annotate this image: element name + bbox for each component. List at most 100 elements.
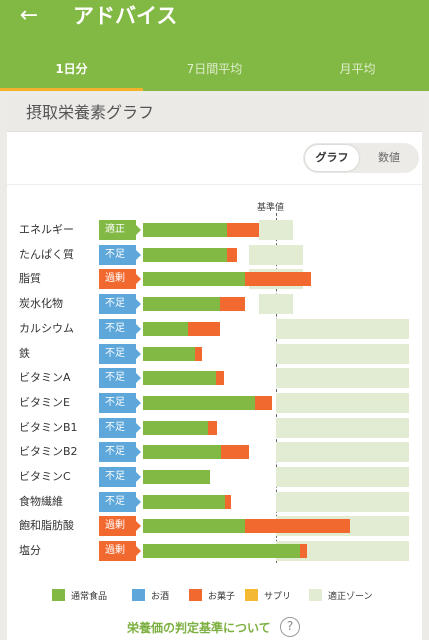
question-circle-icon[interactable]: ? [280,617,300,637]
optimal-zone [258,294,294,314]
bar-snacks [194,347,202,361]
optimal-zone [258,220,294,240]
legend-item: お酒 [132,588,169,602]
legend-label: 通常食品 [71,591,108,602]
optimal-zone [249,245,303,265]
app-header: ← アドバイス 1日分 7日間平均 月平均 [0,0,429,91]
optimal-zone [276,319,409,339]
legend-item: サプリ [245,588,291,602]
optimal-zone [276,344,409,364]
bar-snacks [188,322,221,336]
nutrient-graph-card: 摂取栄養素グラフ グラフ 数値 基準値 エネルギー 適正 たんぱく質 不足 脂質 過剰 炭水… [7,96,422,640]
graph-view-button[interactable]: グラフ [305,145,359,171]
reference-line [276,213,277,563]
page-title: アドバイス [73,4,178,28]
bar-snacks [208,421,218,435]
nutrient-label: 炭水化物 [19,297,63,310]
bar-snacks [245,272,311,286]
optimal-zone [276,418,409,438]
bar-regular-food [143,470,210,484]
status-badge: 不足 [99,492,141,512]
nutrient-label: ビタミンC [19,470,71,483]
bar-regular-food [143,445,222,459]
nutrient-label: ビタミンE [19,396,70,409]
status-badge: 適正 [99,220,141,240]
bar-regular-food [143,347,195,361]
bar-regular-food [143,248,227,262]
nutrient-label: 食物繊維 [19,495,63,508]
nutrient-label: たんぱく質 [19,248,74,261]
bar-regular-food [143,297,221,311]
active-tab-indicator [0,88,143,91]
legend-label: お菓子 [208,591,236,602]
optimal-zone [276,467,409,487]
nutrient-label: カルシウム [19,322,74,335]
nutrient-label: エネルギー [19,223,74,236]
status-badge: 不足 [99,294,141,314]
optimal-zone [276,492,409,512]
status-badge: 不足 [99,393,141,413]
bar-regular-food [143,322,189,336]
bar-regular-food [143,396,255,410]
bar-snacks [220,297,246,311]
reference-label: 基準値 [257,203,285,213]
bar-regular-food [143,223,227,237]
bar-regular-food [143,421,209,435]
nutrient-label: ビタミンA [19,371,71,384]
status-badge: 過剰 [99,541,141,561]
tab-monthly-average[interactable]: 月平均 [339,62,376,76]
legend-label: 適正ゾーン [328,591,373,602]
bar-snacks [216,371,225,385]
status-badge: 過剰 [99,516,141,536]
bar-regular-food [143,371,217,385]
nutrient-label: 塩分 [19,544,41,557]
status-badge: 過剰 [99,269,141,289]
bar-snacks [245,519,351,533]
nutrient-label: 鉄 [19,347,30,360]
legend-label: サプリ [264,591,292,602]
nutrient-label: 脂質 [19,272,41,285]
legend-swatch [189,589,202,601]
legend-label: お酒 [151,591,170,602]
status-badge: 不足 [99,344,141,364]
bar-snacks [226,223,259,237]
legend-swatch [245,589,258,601]
card-title: 摂取栄養素グラフ [26,103,155,122]
bar-snacks [254,396,272,410]
bar-snacks [221,445,250,459]
values-view-button[interactable]: 数値 [378,151,400,164]
bar-regular-food [143,272,246,286]
view-toggle: グラフ 数値 [303,143,419,173]
optimal-zone [276,393,409,413]
bar-snacks [225,495,231,509]
bar-regular-food [143,519,246,533]
card-header: 摂取栄養素グラフ [7,96,422,132]
nutrient-label: 飽和脂肪酸 [19,519,74,532]
arrow-left-icon[interactable]: ← [19,3,39,28]
legend-swatch [309,589,322,601]
status-badge: 不足 [99,442,141,462]
bar-snacks [299,544,307,558]
tab-1day[interactable]: 1日分 [55,62,88,76]
status-badge: 不足 [99,319,141,339]
status-badge: 不足 [99,245,141,265]
tab-7day-average[interactable]: 7日間平均 [186,62,243,76]
legend-swatch [52,589,65,601]
legend-item: 通常食品 [52,588,107,602]
status-badge: 不足 [99,368,141,388]
bar-regular-food [143,544,300,558]
legend-item: お菓子 [189,588,235,602]
judgement-criteria-link[interactable]: 栄養価の判定基準について [127,621,271,635]
bar-regular-food [143,495,226,509]
optimal-zone [276,368,409,388]
nutrient-label: ビタミンB2 [19,445,78,458]
optimal-zone [276,541,409,561]
status-badge: 不足 [99,418,141,438]
bar-snacks [226,248,238,262]
legend-swatch [132,589,145,601]
legend-item: 適正ゾーン [309,588,373,602]
nutrient-label: ビタミンB1 [19,421,78,434]
status-badge: 不足 [99,467,141,487]
optimal-zone [276,442,409,462]
divider [7,184,422,185]
